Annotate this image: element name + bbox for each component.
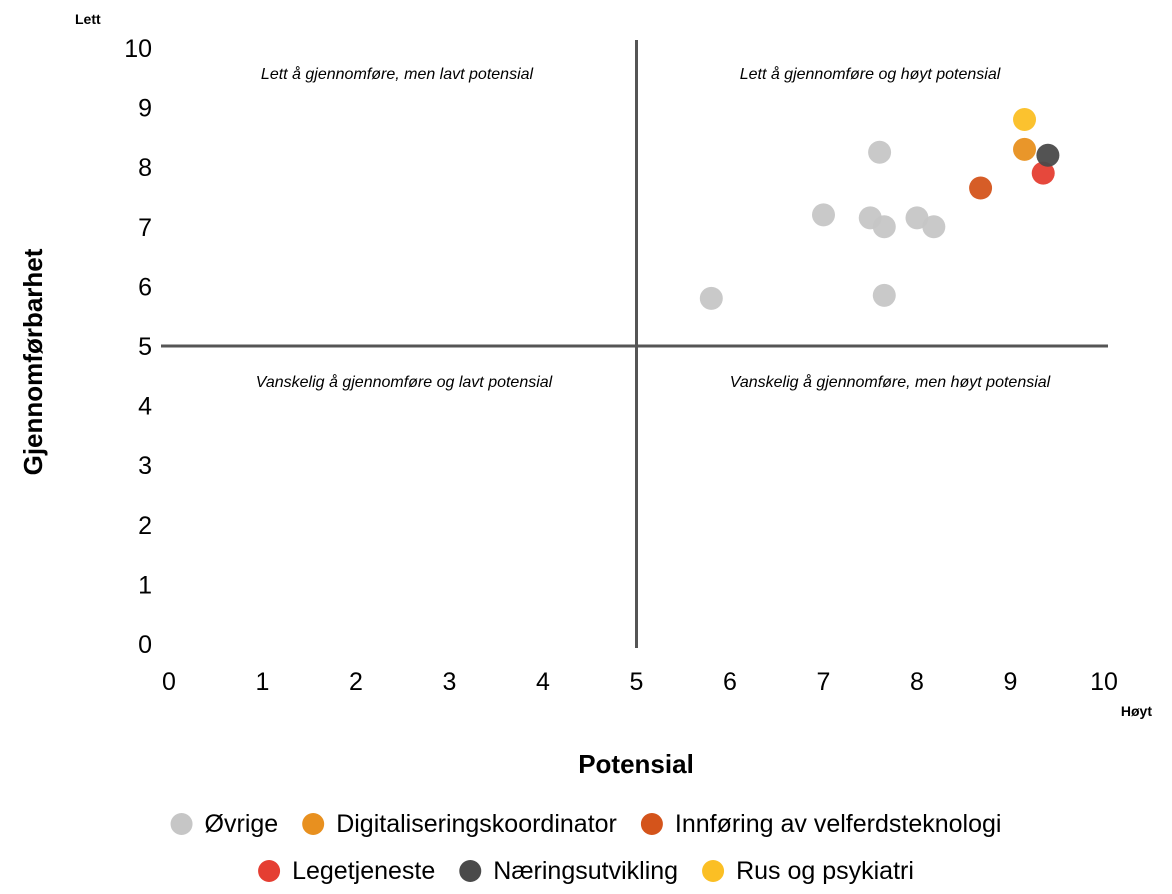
data-point — [1031, 161, 1055, 185]
legend-label: Legetjeneste — [292, 857, 435, 885]
legend-label: Øvrige — [205, 810, 279, 838]
x-tick-label: 2 — [349, 668, 363, 696]
legend-swatch — [258, 860, 281, 882]
data-point — [1036, 143, 1060, 167]
y-tick-label: 9 — [138, 95, 152, 123]
data-point — [922, 215, 946, 239]
y-tick-label: 5 — [138, 333, 152, 361]
legend-swatch — [640, 813, 663, 835]
x-tick-label: 6 — [723, 668, 737, 696]
y-tick-label: 10 — [124, 35, 152, 63]
data-point — [1013, 137, 1037, 161]
y-tick-label: 1 — [138, 571, 152, 599]
quadrant-label-bottom-left: Vanskelig å gjennomføre og lavt potensia… — [256, 373, 553, 391]
y-axis-end-label: Lett — [75, 11, 101, 27]
data-points — [699, 108, 1060, 310]
y-tick-label: 0 — [138, 631, 152, 659]
y-tick-label: 8 — [138, 154, 152, 182]
x-tick-label: 1 — [256, 668, 270, 696]
quadrant-label-bottom-right: Vanskelig å gjennomføre, men høyt potens… — [730, 373, 1051, 391]
y-axis-ticks: 0 1 2 3 4 5 6 7 8 9 10 — [124, 35, 152, 659]
legend-label: Rus og psykiatri — [736, 857, 914, 885]
x-tick-label: 0 — [162, 668, 176, 696]
x-axis-ticks: 0 1 2 3 4 5 6 7 8 9 10 — [162, 668, 1118, 696]
legend-swatch — [459, 860, 482, 882]
legend-label: Digitaliseringskoordinator — [336, 810, 617, 838]
data-point — [868, 140, 892, 164]
legend-item: Digitaliseringskoordinator — [302, 810, 617, 838]
x-tick-label: 7 — [817, 668, 831, 696]
x-tick-label: 4 — [536, 668, 550, 696]
legend-item: Rus og psykiatri — [702, 857, 914, 885]
x-axis-title: Potensial — [578, 749, 694, 779]
legend-item: Øvrige — [170, 810, 279, 838]
x-tick-label: 9 — [1004, 668, 1018, 696]
y-tick-label: 3 — [138, 452, 152, 480]
quadrant-dividers — [161, 40, 1108, 648]
y-tick-label: 7 — [138, 214, 152, 242]
legend-swatch — [170, 813, 193, 835]
quadrant-label-top-right: Lett å gjennomføre og høyt potensial — [740, 65, 1001, 83]
data-point — [872, 215, 896, 239]
legend-label: Innføring av velferdsteknologi — [675, 810, 1002, 838]
y-tick-label: 2 — [138, 512, 152, 540]
x-tick-label: 3 — [443, 668, 457, 696]
legend-item: Næringsutvikling — [459, 857, 678, 885]
y-tick-label: 6 — [138, 273, 152, 301]
quadrant-label-top-left: Lett å gjennomføre, men lavt potensial — [261, 65, 534, 83]
data-point — [905, 206, 929, 230]
data-point — [1013, 108, 1037, 132]
y-axis-title: Gjennomførbarhet — [18, 248, 48, 475]
data-point — [812, 203, 835, 227]
legend-swatch — [302, 813, 325, 835]
legend-swatch — [702, 860, 725, 882]
quadrant-labels: Lett å gjennomføre, men lavt potensial L… — [256, 65, 1051, 391]
legend-item: Legetjeneste — [258, 857, 435, 885]
legend-item: Innføring av velferdsteknologi — [640, 810, 1002, 838]
data-point — [969, 176, 993, 200]
x-tick-label: 10 — [1090, 668, 1118, 696]
legend-label: Næringsutvikling — [493, 857, 678, 885]
x-axis-end-label: Høyt — [1121, 703, 1152, 719]
data-point — [699, 286, 723, 310]
data-point — [872, 283, 896, 307]
legend: Øvrige Digitaliseringskoordinator Innførin… — [170, 810, 1002, 885]
x-tick-label: 5 — [630, 668, 644, 696]
y-tick-label: 4 — [138, 393, 152, 421]
x-tick-label: 8 — [910, 668, 924, 696]
